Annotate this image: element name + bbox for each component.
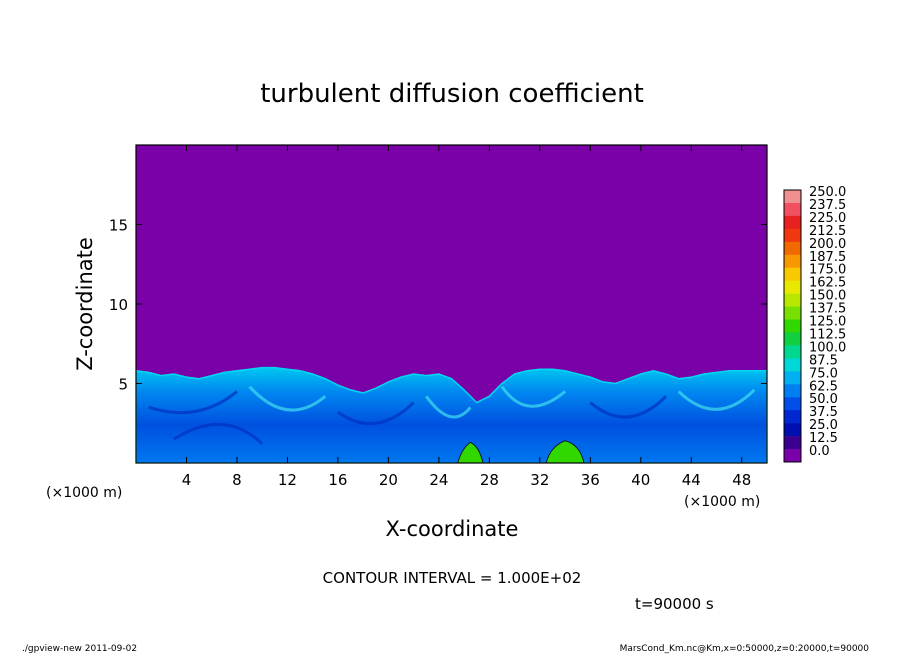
- turbulent-swirls: [148, 385, 756, 445]
- x-tick-label: 16: [328, 471, 347, 489]
- colorbar-swatch: [784, 358, 801, 372]
- x-tick-label: 48: [732, 471, 751, 489]
- colorbar-swatch: [784, 397, 801, 411]
- swirl-stroke: [425, 395, 472, 419]
- x-tick-label: 32: [530, 471, 549, 489]
- high-value-patches: [457, 440, 585, 463]
- high-value-patch: [457, 441, 484, 463]
- colorbar-swatch: [784, 449, 801, 463]
- colorbar-label: 187.5: [809, 250, 846, 265]
- colorbar-label: 225.0: [809, 211, 846, 226]
- swirl-stroke: [589, 395, 668, 419]
- colorbar-label: 75.0: [809, 366, 838, 381]
- colorbar-label: 212.5: [809, 224, 846, 239]
- colorbar-label: 137.5: [809, 302, 846, 317]
- colorbar-frame: [783, 189, 802, 463]
- high-value-patch: [545, 440, 585, 463]
- x-tick-label: 20: [379, 471, 398, 489]
- colorbar-label: 62.5: [809, 379, 838, 394]
- y-axis-unit: (×1000 m): [46, 485, 122, 501]
- footer-left: ./gpview-new 2011-09-02: [22, 644, 137, 654]
- colorbar-swatch: [784, 410, 801, 424]
- swirl-stroke: [337, 401, 415, 426]
- colorbar-label: 175.0: [809, 263, 846, 278]
- colorbar-label: 37.5: [809, 405, 838, 420]
- colorbar-swatch: [784, 190, 801, 204]
- y-tick-label: 5: [118, 376, 128, 394]
- colorbar-swatch: [784, 423, 801, 437]
- x-axis: 4 8 12 16 20 24 28 32 36 40 44 48: [182, 145, 751, 489]
- x-tick-label: 28: [480, 471, 499, 489]
- x-tick-label: 4: [182, 471, 192, 489]
- x-tick-label: 12: [278, 471, 297, 489]
- colorbar-swatch: [784, 319, 801, 333]
- colorbar-label: 12.5: [809, 431, 838, 446]
- colorbar-swatch: [784, 293, 801, 307]
- colorbar-swatch: [784, 384, 801, 398]
- colorbar-label: 200.0: [809, 237, 846, 252]
- colorbar-swatch: [784, 254, 801, 269]
- x-tick-label: 44: [682, 471, 701, 489]
- colorbar-swatch: [784, 215, 801, 230]
- y-axis: 5 10 15: [109, 217, 767, 394]
- colorbar-swatch: [784, 306, 801, 320]
- colorbar-label: 162.5: [809, 276, 846, 291]
- colorbar-label: 87.5: [809, 353, 838, 368]
- swirl-stroke: [677, 388, 756, 411]
- x-tick-label: 8: [232, 471, 242, 489]
- x-tick-label: 24: [429, 471, 448, 489]
- chart-title: turbulent diffusion coefficient: [260, 79, 644, 109]
- colorbar-label: 150.0: [809, 289, 846, 304]
- colorbar-swatch: [784, 241, 801, 256]
- colorbar-swatch: [784, 202, 801, 217]
- colorbar-swatch: [784, 436, 801, 450]
- colorbar-label: 125.0: [809, 315, 846, 330]
- colorbar-label: 25.0: [809, 418, 838, 433]
- plot-area: [136, 366, 767, 463]
- colorbar-label: 112.5: [809, 327, 846, 342]
- colorbar-label: 50.0: [809, 392, 838, 407]
- colorbar-swatch: [784, 371, 801, 385]
- colorbar-swatch: [784, 228, 801, 243]
- swirl-stroke: [173, 422, 264, 445]
- y-axis-title: Z-coordinate: [73, 237, 97, 371]
- y-tick-label: 15: [109, 217, 128, 235]
- colorbar-label: 100.0: [809, 340, 846, 355]
- colorbar: 250.0237.5225.0212.5200.0187.5175.0162.5…: [783, 185, 846, 463]
- colorbar-swatch: [784, 280, 801, 294]
- colorbar-label: 0.0: [809, 444, 830, 459]
- swirl-stroke: [500, 385, 567, 408]
- swirl-stroke: [248, 385, 327, 412]
- colorbar-swatch: [784, 267, 801, 281]
- x-axis-unit: (×1000 m): [684, 494, 760, 510]
- y-tick-label: 10: [109, 296, 128, 314]
- x-tick-label: 36: [581, 471, 600, 489]
- x-tick-label: 40: [631, 471, 650, 489]
- swirl-stroke: [148, 390, 238, 415]
- footer-right: MarsCond_Km.nc@Km,x=0:50000,z=0:20000,t=…: [620, 644, 870, 654]
- x-axis-title: X-coordinate: [386, 517, 519, 541]
- colorbar-label: 250.0: [809, 185, 846, 200]
- contour-interval: CONTOUR INTERVAL = 1.000E+02: [323, 569, 582, 587]
- colorbar-swatch: [784, 332, 801, 346]
- colorbar-label: 237.5: [809, 198, 846, 213]
- colorbar-swatch: [784, 345, 801, 359]
- time-label: t=90000 s: [635, 595, 714, 613]
